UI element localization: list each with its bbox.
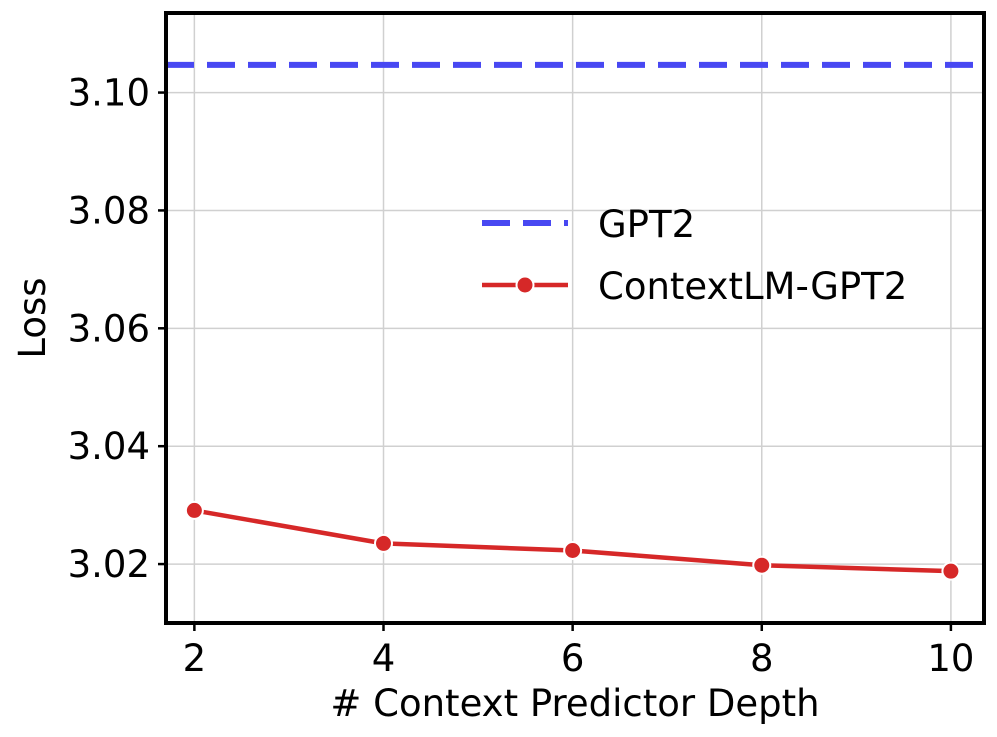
legend: GPT2 ContextLM-GPT2 xyxy=(482,203,907,308)
data-point xyxy=(184,500,204,520)
x-axis-label: # Context Predictor Depth xyxy=(330,682,819,725)
x-tick-label: 8 xyxy=(750,637,774,680)
data-point xyxy=(374,533,394,553)
x-tick-label: 6 xyxy=(561,637,585,680)
y-tick-label: 3.10 xyxy=(68,72,150,115)
x-axis-ticks: 2 4 6 8 10 xyxy=(183,623,974,680)
data-point xyxy=(563,541,583,561)
x-tick-label: 2 xyxy=(183,637,207,680)
legend-label-gpt2: GPT2 xyxy=(598,203,695,246)
data-point xyxy=(752,555,772,575)
y-tick-label: 3.08 xyxy=(68,189,150,232)
x-tick-label: 4 xyxy=(372,637,396,680)
y-axis-ticks: 3.02 3.04 3.06 3.08 3.10 xyxy=(68,72,166,586)
grid-lines xyxy=(166,13,984,623)
y-tick-label: 3.02 xyxy=(68,543,150,586)
y-tick-label: 3.06 xyxy=(68,307,150,350)
series-layer xyxy=(166,61,984,581)
plot-frame xyxy=(164,11,986,625)
legend-marker-contextlm-gpt2 xyxy=(515,275,535,295)
y-axis-label: Loss xyxy=(11,277,54,358)
x-tick-label: 10 xyxy=(927,637,974,680)
y-tick-label: 3.04 xyxy=(68,425,150,468)
legend-label-contextlm-gpt2: ContextLM-GPT2 xyxy=(598,265,907,308)
data-point xyxy=(941,561,961,581)
